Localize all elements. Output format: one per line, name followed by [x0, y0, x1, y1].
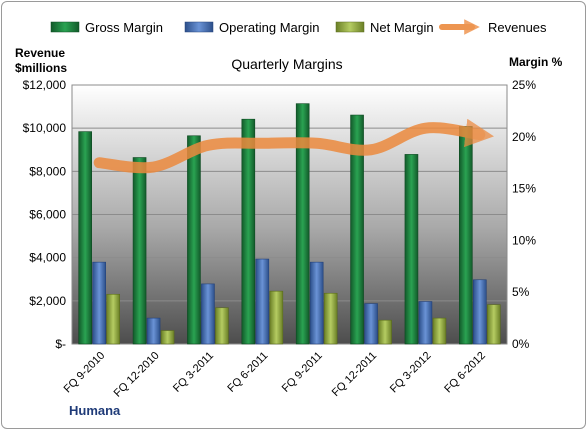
legend-swatch-gross-margin — [50, 21, 80, 33]
category-label: FQ 12-2011 — [330, 350, 379, 399]
category-label: FQ 9-2010 — [62, 350, 108, 396]
legend-swatch-net-margin — [335, 21, 365, 33]
bar-operating-margin-fq-12-2010 — [146, 317, 161, 345]
bar-operating-margin-fq-6-2011 — [255, 258, 270, 345]
bar-net-margin-fq-6-2012 — [487, 304, 501, 345]
bars — [78, 103, 501, 345]
bar-net-margin-fq-12-2011 — [378, 319, 392, 345]
category-label: FQ 6-2011 — [225, 350, 270, 395]
left-tick-label: $8,000 — [29, 164, 66, 178]
bar-gross-margin-fq-3-2011 — [187, 135, 201, 345]
right-tick-label: 0% — [512, 337, 530, 351]
bar-net-margin-fq-3-2012 — [432, 317, 447, 345]
revenue-line — [93, 118, 495, 174]
left-tick-label: $4,000 — [29, 251, 66, 265]
bar-operating-margin-fq-9-2010 — [92, 261, 106, 345]
bar-gross-margin-fq-12-2010 — [132, 157, 147, 345]
left-tick-label: $12,000 — [23, 78, 67, 92]
right-tick-label: 10% — [512, 233, 536, 247]
bar-net-margin-fq-12-2010 — [160, 330, 175, 345]
legend-swatch-operating-margin — [184, 21, 214, 33]
legend: Gross Margin Operating Margin Net Margin… — [50, 19, 547, 35]
left-axis-title-line1: Revenue — [15, 46, 65, 60]
bar-net-margin-fq-9-2010 — [106, 293, 120, 345]
category-label: FQ 12-2010 — [112, 350, 162, 400]
bar-net-margin-fq-9-2011 — [323, 292, 338, 345]
left-tick-label: $6,000 — [29, 208, 66, 222]
bar-gross-margin-fq-12-2011 — [350, 114, 364, 345]
bar-operating-margin-fq-9-2011 — [309, 261, 324, 345]
legend-label-operating-margin: Operating Margin — [219, 20, 319, 35]
right-tick-label: 15% — [512, 182, 536, 196]
right-tick-label: 25% — [512, 78, 536, 92]
category-label: FQ 9-2011 — [280, 350, 325, 395]
left-tick-label: $10,000 — [23, 121, 67, 135]
category-label: FQ 6-2012 — [442, 350, 488, 396]
chart-title: Quarterly Margins — [231, 56, 342, 72]
legend-label-revenues: Revenues — [488, 20, 547, 35]
bar-operating-margin-fq-12-2011 — [364, 303, 378, 345]
left-tick-label: $2,000 — [29, 294, 66, 308]
right-axis-title: Margin % — [509, 55, 563, 69]
legend-label-net-margin: Net Margin — [370, 20, 434, 35]
bar-net-margin-fq-6-2011 — [269, 290, 284, 345]
bar-operating-margin-fq-6-2012 — [473, 279, 487, 345]
left-tick-label: $- — [55, 337, 66, 351]
bar-gross-margin-fq-6-2012 — [459, 126, 473, 345]
legend-label-gross-margin: Gross Margin — [85, 20, 163, 35]
category-label: FQ 3-2012 — [388, 350, 434, 396]
right-tick-label: 5% — [512, 285, 530, 299]
bar-gross-margin-fq-6-2011 — [241, 118, 256, 345]
category-label: FQ 3-2011 — [171, 350, 216, 395]
bar-operating-margin-fq-3-2012 — [418, 301, 433, 345]
bar-gross-margin-fq-3-2012 — [404, 154, 419, 345]
left-axis-title-line2: $millions — [15, 61, 67, 75]
bar-gross-margin-fq-9-2010 — [78, 131, 92, 345]
right-tick-label: 20% — [512, 130, 536, 144]
company-label: Humana — [69, 403, 121, 418]
bar-gross-margin-fq-9-2011 — [295, 103, 310, 345]
revenue-line-path — [93, 118, 495, 174]
bar-operating-margin-fq-3-2011 — [201, 283, 215, 345]
bar-net-margin-fq-3-2011 — [215, 307, 229, 345]
